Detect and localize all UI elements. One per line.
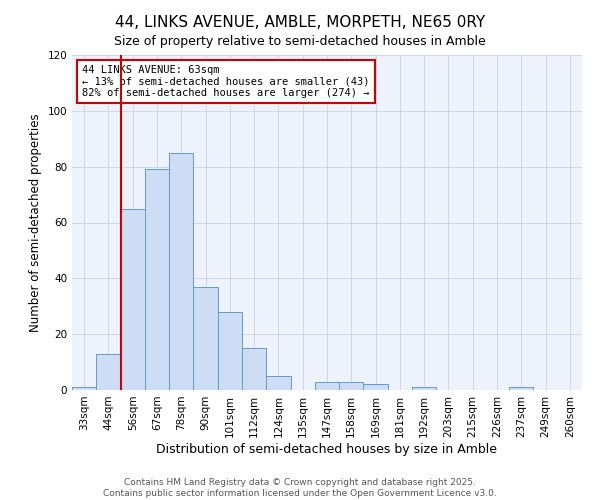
Bar <box>145 170 169 390</box>
Text: 44, LINKS AVENUE, AMBLE, MORPETH, NE65 0RY: 44, LINKS AVENUE, AMBLE, MORPETH, NE65 0… <box>115 15 485 30</box>
Bar <box>72 387 96 390</box>
Bar <box>339 382 364 390</box>
Bar <box>169 152 193 390</box>
Bar <box>266 376 290 390</box>
Bar <box>509 387 533 390</box>
Bar <box>315 382 339 390</box>
Y-axis label: Number of semi-detached properties: Number of semi-detached properties <box>29 113 42 332</box>
Bar <box>193 286 218 390</box>
Bar <box>242 348 266 390</box>
Bar <box>218 312 242 390</box>
Text: Size of property relative to semi-detached houses in Amble: Size of property relative to semi-detach… <box>114 35 486 48</box>
Text: Contains HM Land Registry data © Crown copyright and database right 2025.
Contai: Contains HM Land Registry data © Crown c… <box>103 478 497 498</box>
Bar <box>412 387 436 390</box>
Bar <box>96 354 121 390</box>
Bar <box>121 208 145 390</box>
Text: 44 LINKS AVENUE: 63sqm
← 13% of semi-detached houses are smaller (43)
82% of sem: 44 LINKS AVENUE: 63sqm ← 13% of semi-det… <box>82 65 370 98</box>
X-axis label: Distribution of semi-detached houses by size in Amble: Distribution of semi-detached houses by … <box>157 442 497 456</box>
Bar <box>364 384 388 390</box>
